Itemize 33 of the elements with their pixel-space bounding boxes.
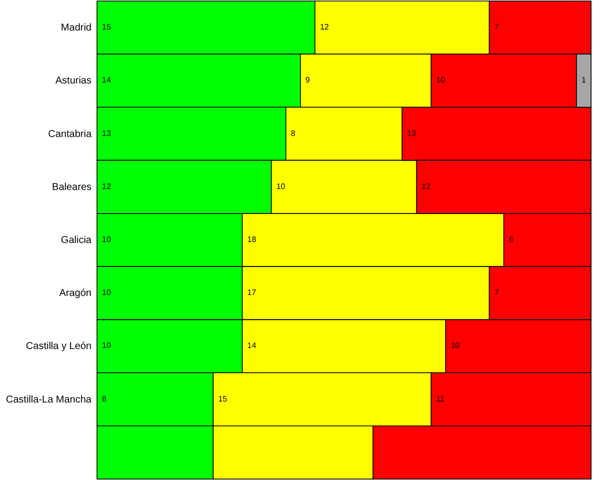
data-label: 12: [102, 182, 112, 191]
data-label: 10: [102, 288, 112, 298]
data-label: 7: [494, 22, 500, 32]
data-label: 14: [247, 341, 257, 350]
data-label: 12: [320, 22, 330, 32]
data-label: 13: [102, 128, 112, 138]
data-label: 12: [422, 182, 432, 191]
data-label: 6: [508, 235, 514, 244]
data-label: 10: [276, 182, 286, 191]
data-label: 1: [581, 76, 586, 85]
y-tick-label: Baleares: [52, 182, 92, 193]
data-label: 11: [436, 394, 446, 404]
y-tick-label: Aragón: [59, 288, 92, 300]
data-label: 15: [102, 22, 112, 32]
data-label: 7: [494, 288, 500, 298]
y-tick-label: Castilla-La Mancha: [6, 394, 92, 406]
data-label: 8: [102, 394, 107, 404]
data-label: 17: [247, 288, 257, 298]
data-label: 13: [407, 128, 417, 138]
data-label: 9: [305, 76, 310, 85]
data-label: 14: [102, 76, 112, 85]
y-tick-label: Madrid: [60, 22, 92, 34]
y-tick-label: Asturias: [55, 76, 92, 87]
data-label: 10: [450, 341, 460, 350]
y-tick-label: Galicia: [60, 235, 92, 246]
data-label: 15: [218, 394, 228, 404]
data-label: 18: [247, 235, 257, 244]
y-tick-label: Castilla y León: [26, 341, 92, 352]
y-tick-label: Cantabria: [48, 128, 92, 140]
data-label: 10: [436, 76, 446, 85]
data-label: 10: [102, 235, 112, 244]
data-label: 10: [102, 341, 112, 350]
data-label: 8: [290, 128, 296, 138]
